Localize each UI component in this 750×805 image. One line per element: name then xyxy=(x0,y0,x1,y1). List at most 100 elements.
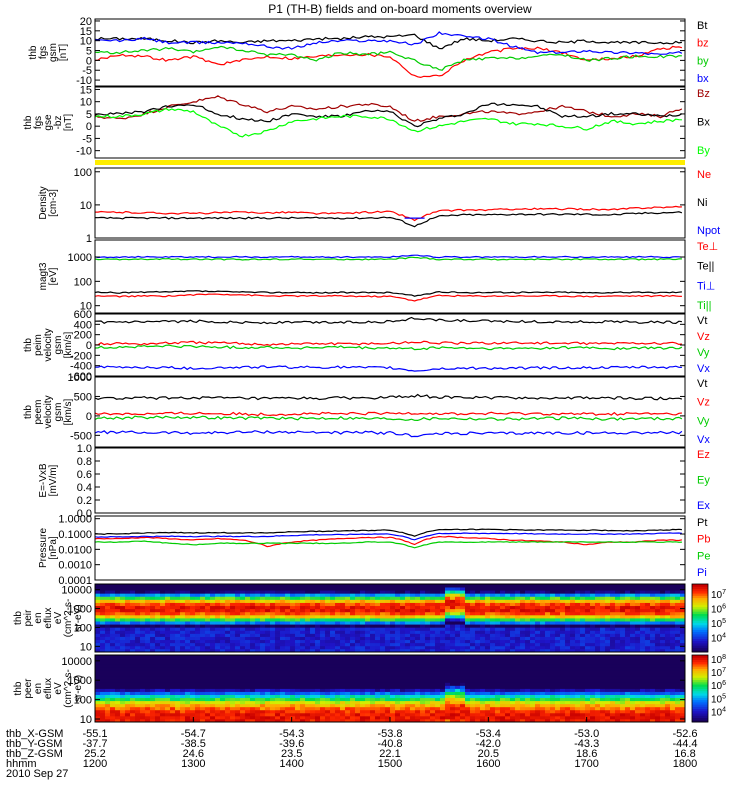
spectrogram-cell xyxy=(300,627,305,630)
spectrogram-cell xyxy=(230,640,235,643)
spectrogram-cell xyxy=(310,640,315,643)
spectrogram-cell xyxy=(450,637,455,640)
spectrogram-cell xyxy=(265,698,270,701)
spectrogram-cell xyxy=(170,640,175,643)
spectrogram-cell xyxy=(130,701,135,704)
spectrogram-cell xyxy=(480,612,485,615)
spectrogram-cell xyxy=(520,655,525,658)
spectrogram-cell xyxy=(430,676,435,679)
spectrogram-cell xyxy=(355,695,360,698)
spectrogram-cell xyxy=(135,630,140,633)
spectrogram-cell xyxy=(225,643,230,646)
spectrogram-cell xyxy=(240,640,245,643)
spectrogram-cell xyxy=(605,646,610,649)
spectrogram-cell xyxy=(485,707,490,710)
spectrogram-cell xyxy=(430,692,435,695)
spectrogram-cell xyxy=(165,673,170,676)
spectrogram-cell xyxy=(215,584,220,587)
spectrogram-cell xyxy=(205,679,210,682)
y-axis-label-line: [eV] xyxy=(48,267,59,285)
spectrogram-cell xyxy=(400,698,405,701)
spectrogram-cell xyxy=(285,596,290,599)
spectrogram-cell xyxy=(220,713,225,716)
spectrogram-cell xyxy=(575,593,580,596)
spectrogram-cell xyxy=(460,587,465,590)
spectrogram-cell xyxy=(305,707,310,710)
spectrogram-cell xyxy=(305,667,310,670)
spectrogram-cell xyxy=(250,710,255,713)
spectrogram-cell xyxy=(100,704,105,707)
spectrogram-cell xyxy=(285,624,290,627)
spectrogram-cell xyxy=(220,676,225,679)
spectrogram-cell xyxy=(510,685,515,688)
spectrogram-cell xyxy=(105,630,110,633)
spectrogram-cell xyxy=(320,640,325,643)
spectrogram-cell xyxy=(105,658,110,661)
spectrogram-cell xyxy=(650,627,655,630)
spectrogram-cell xyxy=(585,621,590,624)
spectrogram-cell xyxy=(385,695,390,698)
spectrogram-cell xyxy=(360,627,365,630)
spectrogram-cell xyxy=(535,618,540,621)
spectrogram-cell xyxy=(185,590,190,593)
spectrogram-cell xyxy=(200,630,205,633)
spectrogram-cell xyxy=(185,710,190,713)
spectrogram-cell xyxy=(420,599,425,602)
spectrogram-cell xyxy=(280,624,285,627)
spectrogram-cell xyxy=(245,701,250,704)
spectrogram-cell xyxy=(255,590,260,593)
spectrogram-cell xyxy=(120,587,125,590)
spectrogram-cell xyxy=(630,630,635,633)
spectrogram-cell xyxy=(135,673,140,676)
spectrogram-cell xyxy=(265,676,270,679)
spectrogram-cell xyxy=(95,655,100,658)
spectrogram-cell xyxy=(515,716,520,719)
spectrogram-cell xyxy=(190,627,195,630)
spectrogram-cell xyxy=(395,615,400,618)
spectrogram-cell xyxy=(205,624,210,627)
spectrogram-cell xyxy=(110,667,115,670)
spectrogram-cell xyxy=(265,606,270,609)
spectrogram-cell xyxy=(230,627,235,630)
spectrogram-cell xyxy=(305,716,310,719)
spectrogram-cell xyxy=(505,676,510,679)
spectrogram-cell xyxy=(270,630,275,633)
spectrogram-cell xyxy=(540,667,545,670)
spectrogram-cell xyxy=(210,676,215,679)
spectrogram-cell xyxy=(435,695,440,698)
spectrogram-cell xyxy=(300,655,305,658)
spectrogram-cell xyxy=(630,609,635,612)
spectrogram-cell xyxy=(395,685,400,688)
spectrogram-cell xyxy=(435,637,440,640)
spectrogram-cell xyxy=(410,655,415,658)
spectrogram-cell xyxy=(475,593,480,596)
spectrogram-cell xyxy=(165,676,170,679)
spectrogram-cell xyxy=(265,667,270,670)
spectrogram-cell xyxy=(665,621,670,624)
spectrogram-cell xyxy=(310,584,315,587)
spectrogram-cell xyxy=(200,673,205,676)
spectrogram-cell xyxy=(505,615,510,618)
spectrogram-cell xyxy=(630,633,635,636)
spectrogram-cell xyxy=(590,593,595,596)
spectrogram-cell xyxy=(170,701,175,704)
spectrogram-cell xyxy=(135,637,140,640)
spectrogram-cell xyxy=(370,670,375,673)
spectrogram-cell xyxy=(175,624,180,627)
spectrogram-cell xyxy=(420,661,425,664)
spectrogram-cell xyxy=(295,716,300,719)
spectrogram-cell xyxy=(490,630,495,633)
spectrogram-cell xyxy=(400,624,405,627)
spectrogram-cell xyxy=(395,664,400,667)
spectrogram-cell xyxy=(235,685,240,688)
spectrogram-cell xyxy=(335,716,340,719)
spectrogram-cell xyxy=(395,621,400,624)
spectrogram-cell xyxy=(120,630,125,633)
spectrogram-cell xyxy=(260,664,265,667)
spectrogram-cell xyxy=(480,679,485,682)
spectrogram-cell xyxy=(165,679,170,682)
spectrogram-cell xyxy=(155,606,160,609)
spectrogram-cell xyxy=(250,624,255,627)
spectrogram-cell xyxy=(230,682,235,685)
spectrogram-cell xyxy=(190,603,195,606)
